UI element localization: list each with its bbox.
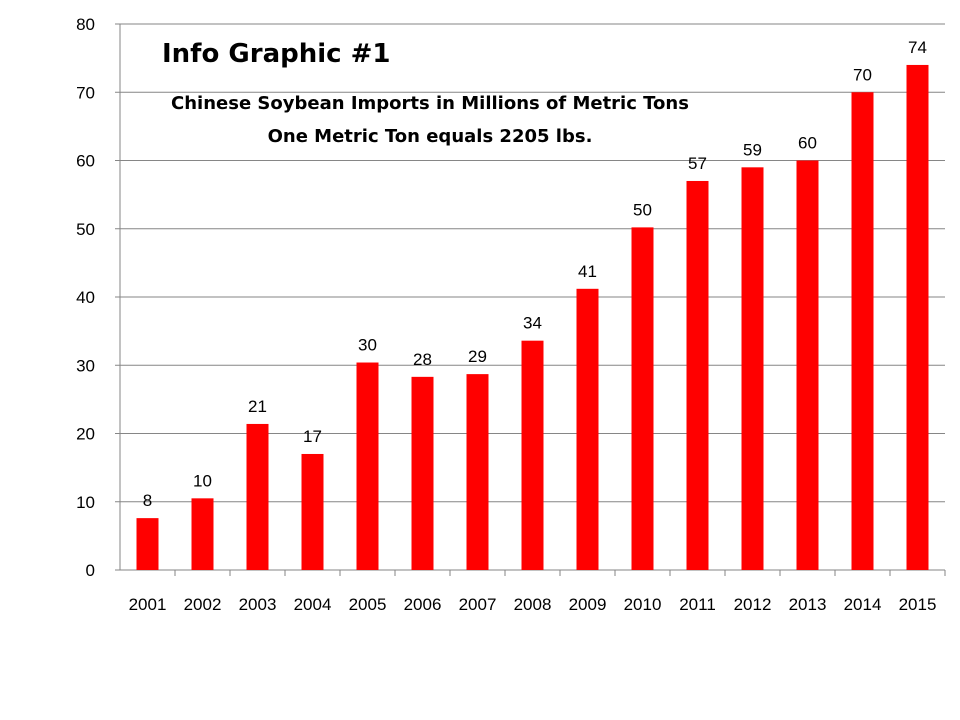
data-label-2008: 34 — [523, 314, 542, 333]
x-tick-label-2011: 2011 — [679, 595, 716, 614]
data-label-2009: 41 — [578, 262, 597, 281]
bar-2015 — [906, 64, 929, 570]
bar-2007 — [466, 374, 489, 570]
x-tick-label-2003: 2003 — [239, 595, 277, 614]
bar-2008 — [521, 340, 544, 570]
bars — [136, 64, 929, 570]
bar-2004 — [301, 453, 324, 570]
data-labels: 8 10 21 17 30 28 29 34 41 50 57 59 60 70 74 — [143, 38, 927, 510]
x-tick-label-2014: 2014 — [844, 595, 882, 614]
bar-2001 — [136, 518, 159, 570]
x-tick-label-2005: 2005 — [349, 595, 387, 614]
data-label-2005: 30 — [358, 336, 377, 355]
bar-2014 — [851, 92, 874, 570]
data-label-2011: 57 — [688, 154, 707, 173]
x-tick-label-2002: 2002 — [184, 595, 222, 614]
y-tick-label: 60 — [76, 152, 95, 171]
x-tick-label-2012: 2012 — [734, 595, 772, 614]
y-tick-label: 80 — [76, 15, 95, 34]
bar-2006 — [411, 376, 434, 570]
data-label-2010: 50 — [633, 200, 652, 219]
bar-2003 — [246, 423, 269, 570]
data-label-2007: 29 — [468, 347, 487, 366]
y-tick-labels: 0 10 20 30 40 50 60 70 80 — [76, 15, 95, 580]
y-tick-label: 40 — [76, 288, 95, 307]
data-label-2001: 8 — [143, 491, 152, 510]
data-label-2006: 28 — [413, 350, 432, 369]
x-tick-label-2013: 2013 — [789, 595, 827, 614]
bar-2010 — [631, 227, 654, 570]
x-tick-label-2006: 2006 — [404, 595, 442, 614]
bar-2012 — [741, 167, 764, 570]
x-tick-label-2009: 2009 — [569, 595, 607, 614]
data-label-2012: 59 — [743, 140, 762, 159]
chart-subtitle-line-1: Chinese Soybean Imports in Millions of M… — [171, 93, 689, 114]
bar-2011 — [686, 180, 709, 570]
bar-2005 — [356, 362, 379, 570]
x-tick-labels: 2001 2002 2003 2004 2005 2006 2007 2008 2009 2010… — [129, 595, 937, 614]
x-tick-label-2004: 2004 — [294, 595, 332, 614]
bar-2009 — [576, 288, 599, 570]
y-tick-label: 10 — [76, 493, 95, 512]
data-label-2002: 10 — [193, 471, 212, 490]
y-tick-label: 70 — [76, 83, 95, 102]
y-tick-label: 50 — [76, 220, 95, 239]
bar-2013 — [796, 160, 819, 570]
x-tick-label-2007: 2007 — [459, 595, 497, 614]
data-label-2014: 70 — [853, 65, 872, 84]
data-label-2013: 60 — [798, 134, 817, 153]
x-tick-label-2010: 2010 — [624, 595, 662, 614]
y-tick-label: 20 — [76, 425, 95, 444]
chart-title: Info Graphic #1 — [162, 39, 391, 69]
data-label-2004: 17 — [303, 427, 322, 446]
y-tick-label: 30 — [76, 356, 95, 375]
data-label-2003: 21 — [248, 397, 267, 416]
x-tick-label-2008: 2008 — [514, 595, 552, 614]
chart-subtitle-line-2: One Metric Ton equals 2205 lbs. — [268, 126, 593, 147]
x-tick-label-2001: 2001 — [129, 595, 167, 614]
x-tick-label-2015: 2015 — [899, 595, 937, 614]
bar-2002 — [191, 498, 214, 570]
data-label-2015: 74 — [908, 38, 927, 57]
y-tick-label: 0 — [86, 561, 95, 580]
